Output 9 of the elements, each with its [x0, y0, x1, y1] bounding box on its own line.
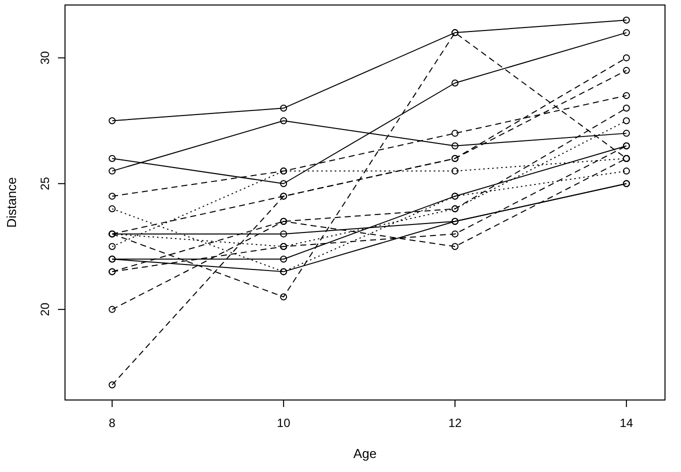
y-tick-label: 20 [38, 302, 52, 316]
x-tick-label: 8 [108, 416, 116, 430]
x-axis-title: Age [353, 446, 377, 461]
y-axis-title: Distance [4, 177, 19, 228]
y-tick-label: 25 [38, 176, 52, 190]
x-tick-label: 14 [620, 416, 634, 430]
y-tick-label: 30 [38, 50, 52, 65]
x-tick-label: 10 [276, 416, 291, 430]
x-tick-label: 12 [448, 416, 462, 430]
